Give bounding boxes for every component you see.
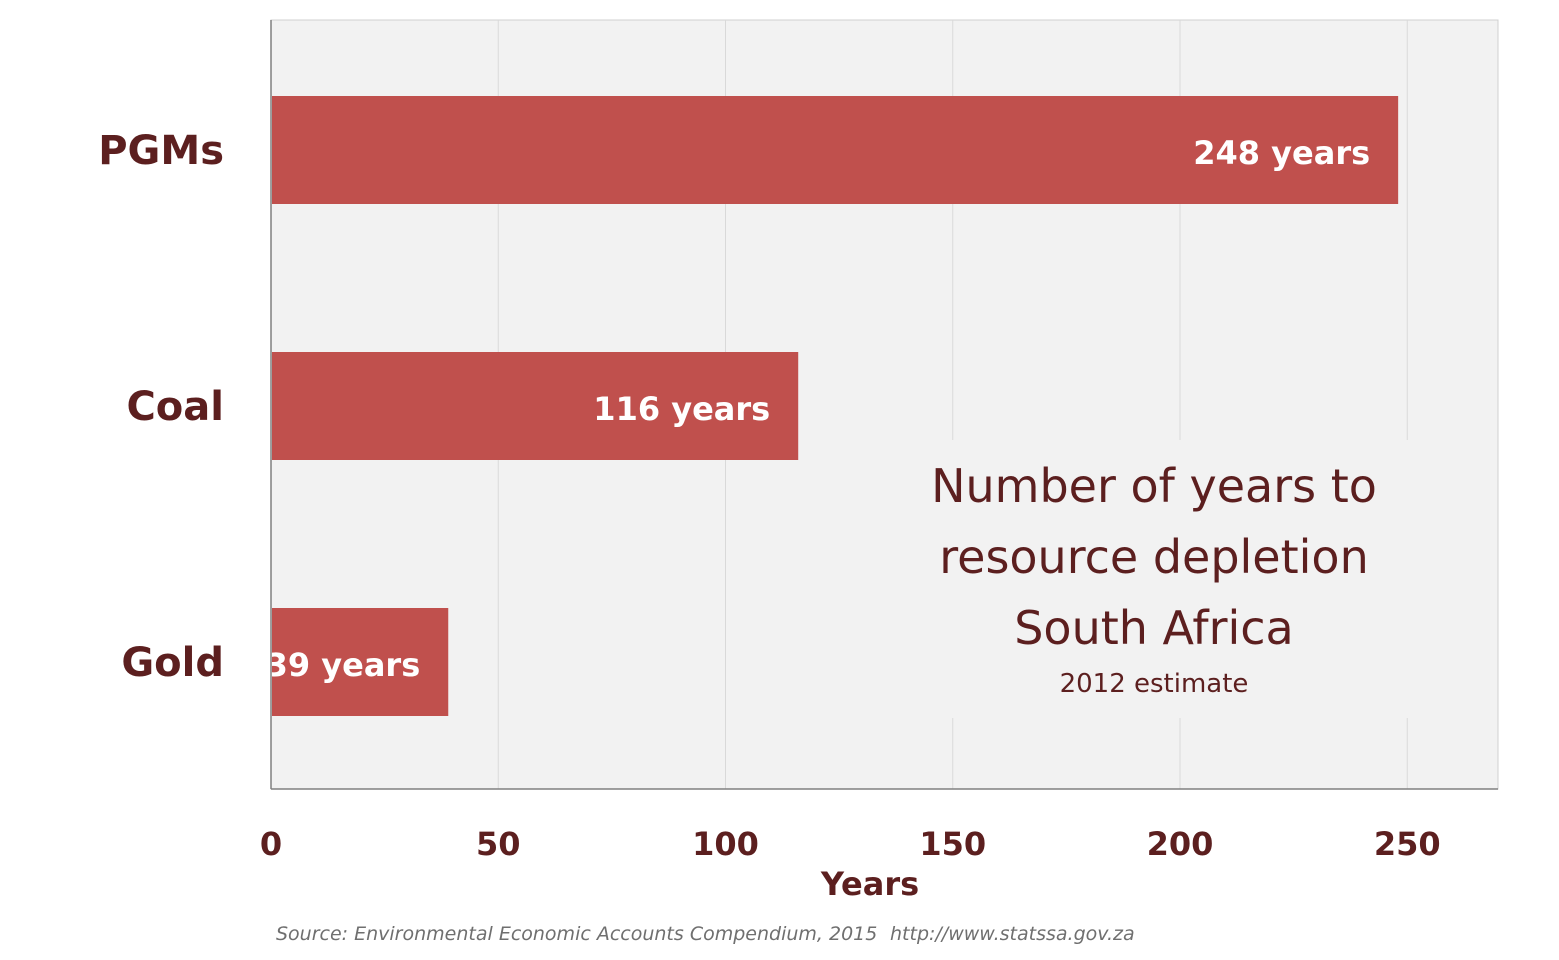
category-label-pgms: PGMs [98, 128, 224, 174]
bar-coal [272, 352, 799, 460]
category-label-coal: Coal [126, 384, 224, 430]
category-label-gold: Gold [121, 640, 224, 686]
data-label-pgms: 248 years [1193, 134, 1370, 172]
bar-gold [272, 608, 449, 716]
x-tick-label: 0 [260, 825, 282, 863]
x-tick-label: 250 [1374, 825, 1441, 863]
bars [272, 96, 1399, 716]
annotation-title-line-1: Number of years to [931, 459, 1377, 513]
x-tick-label: 200 [1147, 825, 1214, 863]
annotation-subtitle: 2012 estimate [1060, 669, 1249, 699]
source-url: http://www.statssa.gov.za [890, 923, 1135, 945]
bar-pgms [272, 96, 1399, 204]
x-tick-label: 150 [919, 825, 986, 863]
labels: 0 50 100 150 200 250 248 years PGMs 116 years Coa… [98, 128, 1440, 863]
x-tick-label: 100 [692, 825, 759, 863]
annotation-background [905, 440, 1415, 718]
annotation-title-line-2: resource depletion [939, 530, 1368, 584]
x-tick-label: 50 [476, 825, 521, 863]
data-label-coal: 116 years [593, 390, 770, 428]
annotation-panel: Number of years to resource depletion So… [905, 440, 1415, 718]
data-label-gold: 39 years [266, 646, 421, 684]
annotation-title-line-3: South Africa [1014, 601, 1294, 655]
source-citation: Source: Environmental Economic Accounts … [276, 923, 877, 945]
x-axis-title: Years [820, 865, 919, 903]
